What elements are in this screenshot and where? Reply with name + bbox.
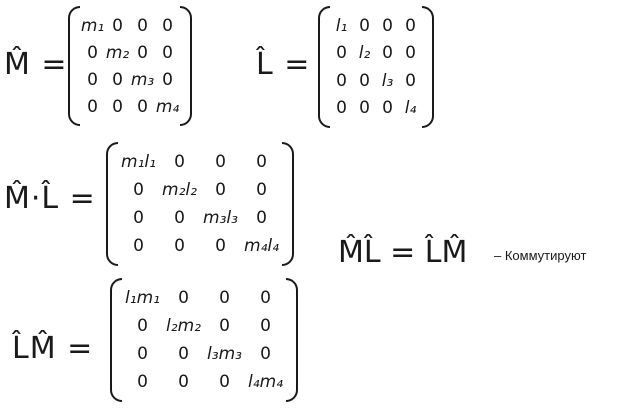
matrix-cell: 0 xyxy=(405,70,416,91)
matrix-cell: m₃ xyxy=(130,69,155,90)
matrix-cell: 0 xyxy=(256,208,267,228)
matrix-cell: m₂ xyxy=(105,42,130,63)
matrix-cell: 0 xyxy=(178,372,189,392)
matrix-cell: 0 xyxy=(87,42,98,63)
right-bracket xyxy=(286,278,298,402)
matrix-m: m₁ 0 0 0 0 m₂ 0 0 0 0 m₃ 0 0 0 0 m₄ xyxy=(68,6,192,126)
matrix-cell: 0 xyxy=(133,180,144,200)
right-bracket xyxy=(180,6,192,126)
matrix-cell: 0 xyxy=(256,180,267,200)
left-bracket xyxy=(318,6,330,128)
matrix-cell: m₁ xyxy=(80,15,105,36)
matrix-grid: m₁ 0 0 0 0 m₂ 0 0 0 0 m₃ 0 0 0 0 m₄ xyxy=(80,12,180,120)
left-bracket xyxy=(68,6,80,126)
matrix-ml: m₁l₁ 0 0 0 0 m₂l₂ 0 0 0 0 m₃l₃ 0 0 0 0 m₄l₄ xyxy=(106,142,294,266)
matrix-cell: m₄ xyxy=(155,96,180,117)
matrix-cell: 0 xyxy=(133,208,144,228)
matrix-cell: l₂ xyxy=(358,43,371,64)
matrix-cell: m₄l₄ xyxy=(244,236,279,256)
left-bracket xyxy=(110,278,122,402)
matrix-cell: 0 xyxy=(137,316,148,336)
matrix-cell: 0 xyxy=(359,70,370,91)
matrix-cell: 0 xyxy=(87,69,98,90)
matrix-cell: 0 xyxy=(133,236,144,256)
matrix-cell: 0 xyxy=(382,98,393,119)
matrix-cell: 0 xyxy=(382,43,393,64)
left-bracket xyxy=(106,142,118,266)
matrix-cell: 0 xyxy=(174,236,185,256)
matrix-cell: 0 xyxy=(336,70,347,91)
commutation-note: – Коммутируют xyxy=(494,248,586,263)
matrix-cell: 0 xyxy=(336,98,347,119)
lhs-l: L̂ = xyxy=(256,47,311,82)
matrix-cell: m₁l₁ xyxy=(121,152,156,172)
matrix-l: l₁ 0 0 0 0 l₂ 0 0 0 0 l₃ 0 0 0 0 l₄ xyxy=(318,6,434,128)
matrix-cell: l₃m₃ xyxy=(207,344,242,364)
matrix-cell: 0 xyxy=(162,42,173,63)
matrix-cell: 0 xyxy=(137,15,148,36)
lhs-m: M̂ = xyxy=(4,47,68,82)
matrix-cell: 0 xyxy=(215,180,226,200)
matrix-cell: l₃ xyxy=(381,70,394,91)
matrix-cell: 0 xyxy=(137,42,148,63)
matrix-cell: 0 xyxy=(137,344,148,364)
matrix-cell: l₄m₄ xyxy=(248,372,283,392)
matrix-cell: 0 xyxy=(219,316,230,336)
matrix-cell: l₁m₁ xyxy=(125,288,160,308)
matrix-cell: 0 xyxy=(174,152,185,172)
note-dash: – xyxy=(494,248,502,263)
matrix-cell: 0 xyxy=(260,316,271,336)
matrix-cell: 0 xyxy=(137,372,148,392)
matrix-cell: l₄ xyxy=(404,98,417,119)
lhs-ml: M̂·L̂ = xyxy=(4,181,96,216)
matrix-lm: l₁m₁ 0 0 0 0 l₂m₂ 0 0 0 0 l₃m₃ 0 0 0 0 l₄m₄ xyxy=(110,278,298,402)
matrix-cell: l₂m₂ xyxy=(166,316,201,336)
matrix-cell: 0 xyxy=(219,372,230,392)
matrix-cell: 0 xyxy=(260,288,271,308)
matrix-cell: 0 xyxy=(219,288,230,308)
matrix-cell: l₁ xyxy=(335,15,348,36)
matrix-cell: 0 xyxy=(405,43,416,64)
matrix-cell: 0 xyxy=(112,69,123,90)
matrix-cell: 0 xyxy=(382,15,393,36)
matrix-cell: 0 xyxy=(405,15,416,36)
matrix-cell: 0 xyxy=(137,96,148,117)
matrix-cell: 0 xyxy=(256,152,267,172)
note-text: Коммутируют xyxy=(504,248,587,263)
lhs-lm: L̂M̂ = xyxy=(12,331,94,366)
right-bracket xyxy=(422,6,434,128)
matrix-cell: 0 xyxy=(178,288,189,308)
matrix-cell: 0 xyxy=(215,236,226,256)
matrix-cell: 0 xyxy=(112,15,123,36)
matrix-cell: 0 xyxy=(162,69,173,90)
matrix-cell: 0 xyxy=(336,43,347,64)
matrix-grid: m₁l₁ 0 0 0 0 m₂l₂ 0 0 0 0 m₃l₃ 0 0 0 0 m₄l₄ xyxy=(118,148,282,260)
right-bracket xyxy=(282,142,294,266)
matrix-cell: 0 xyxy=(359,15,370,36)
matrix-cell: m₃l₃ xyxy=(203,208,238,228)
matrix-cell: 0 xyxy=(162,15,173,36)
matrix-grid: l₁ 0 0 0 0 l₂ 0 0 0 0 l₃ 0 0 0 0 l₄ xyxy=(330,12,422,122)
matrix-cell: 0 xyxy=(174,208,185,228)
matrix-cell: 0 xyxy=(260,344,271,364)
matrix-cell: 0 xyxy=(359,98,370,119)
matrix-grid: l₁m₁ 0 0 0 0 l₂m₂ 0 0 0 0 l₃m₃ 0 0 0 0 l₄m₄ xyxy=(122,284,286,396)
matrix-cell: 0 xyxy=(112,96,123,117)
matrix-cell: 0 xyxy=(178,344,189,364)
matrix-cell: m₂l₂ xyxy=(162,180,197,200)
commutation-equation: M̂L̂ = L̂M̂ xyxy=(338,235,468,270)
matrix-cell: 0 xyxy=(215,152,226,172)
matrix-cell: 0 xyxy=(87,96,98,117)
